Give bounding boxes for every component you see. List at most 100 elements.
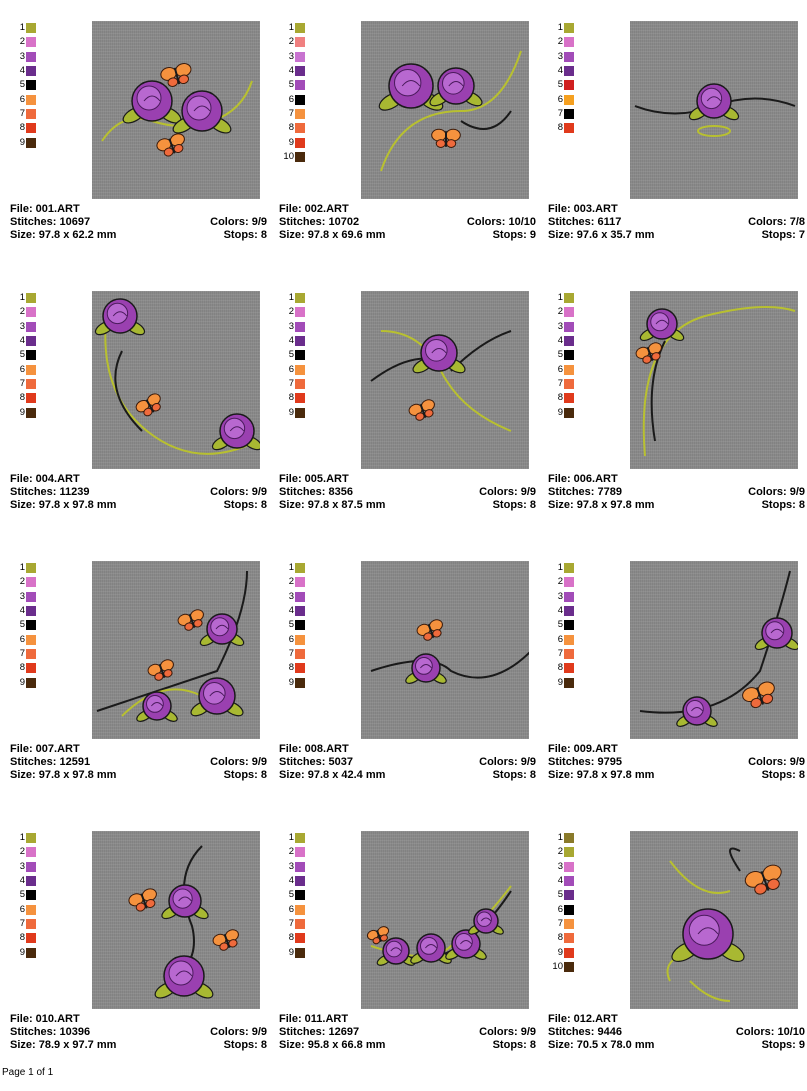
- color-swatch-list: 1 2 3 4 5 6 7 8 9: [548, 291, 574, 420]
- color-swatch-row: 3: [279, 50, 305, 64]
- thread-color-swatch: [295, 23, 305, 34]
- swatch-number: 1: [19, 22, 25, 34]
- thread-color-swatch: [26, 620, 36, 631]
- thread-color-swatch: [295, 407, 305, 418]
- design-card: 1 2 3 4 5 6 7 8 9 File: 007.ART Stitches: 12591 Col…: [10, 561, 270, 821]
- color-swatch-row: 8: [279, 661, 305, 675]
- color-swatch-row: 9: [548, 405, 574, 419]
- swatch-number: 8: [557, 122, 563, 134]
- swatch-number: 9: [288, 676, 294, 688]
- thread-color-swatch: [295, 378, 305, 389]
- swatch-number: 7: [19, 647, 25, 659]
- thread-color-swatch: [564, 378, 574, 389]
- swatch-number: 9: [19, 676, 25, 688]
- color-swatch-list: 1 2 3 4 5 6 7 8 9: [279, 561, 305, 690]
- butterfly-motif: [742, 681, 775, 709]
- color-swatch-row: 3: [279, 320, 305, 334]
- thread-color-swatch: [564, 51, 574, 62]
- color-swatch-row: 9: [279, 135, 305, 149]
- swatch-number: 3: [557, 320, 563, 332]
- thread-color-swatch: [564, 918, 574, 929]
- vine-swirl: [104, 310, 258, 455]
- color-swatch-row: 9: [279, 675, 305, 689]
- swatch-number: 5: [288, 619, 294, 631]
- design-card: 1 2 3 4 5 6 7 8 9 File: 005.ART Stitches: 8356 Colo…: [279, 291, 539, 551]
- color-swatch-list: 1 2 3 4 5 6 7 8 9: [10, 561, 36, 690]
- file-name: File: 009.ART: [548, 743, 618, 755]
- thread-color-swatch: [26, 833, 36, 844]
- thread-color-swatch: [295, 634, 305, 645]
- swatch-number: 2: [19, 846, 25, 858]
- color-swatch-row: 6: [10, 92, 36, 106]
- rose-motif: [172, 90, 232, 134]
- butterfly-motif: [744, 864, 782, 895]
- swatch-number: 7: [557, 917, 563, 929]
- swatch-number: 1: [19, 832, 25, 844]
- thread-color-swatch: [564, 66, 574, 77]
- thread-color-swatch: [564, 634, 574, 645]
- design-info: File: 001.ART Stitches: 10697 Colors: 9/9 S…: [10, 203, 267, 242]
- swatch-number: 1: [288, 292, 294, 304]
- design-size: Size: 97.8 x 97.8 mm: [548, 499, 655, 511]
- swatch-number: 5: [19, 889, 25, 901]
- thread-color-swatch: [295, 620, 305, 631]
- rose-motif: [378, 63, 444, 111]
- color-swatch-row: 1: [10, 291, 36, 305]
- color-count: Colors: 9/9: [748, 756, 805, 768]
- rose-motif: [190, 677, 244, 717]
- stitch-count: Stitches: 12591: [10, 756, 91, 768]
- swatch-number: 9: [19, 136, 25, 148]
- thread-color-swatch: [564, 677, 574, 688]
- design-info: File: 004.ART Stitches: 11239 Colors: 9/9 S…: [10, 473, 267, 512]
- swatch-number: 5: [557, 619, 563, 631]
- swatch-number: 2: [557, 846, 563, 858]
- stitch-count: Stitches: 9446: [548, 1026, 622, 1038]
- design-size: Size: 95.8 x 66.8 mm: [279, 1039, 386, 1051]
- color-count: Colors: 9/9: [210, 486, 267, 498]
- swatch-number: 3: [557, 860, 563, 872]
- swatch-number: 8: [19, 122, 25, 134]
- thread-color-swatch: [26, 23, 36, 34]
- swatch-number: 1: [557, 562, 563, 574]
- swatch-number: 8: [288, 122, 294, 134]
- swatch-number: 6: [288, 363, 294, 375]
- color-swatch-row: 6: [279, 362, 305, 376]
- thread-color-swatch: [26, 94, 36, 105]
- stitch-count: Stitches: 9795: [548, 756, 622, 768]
- color-swatch-row: 4: [548, 874, 574, 888]
- butterfly-motif: [156, 133, 185, 157]
- swatch-number: 2: [19, 36, 25, 48]
- swatch-number: 2: [557, 576, 563, 588]
- thread-color-swatch: [26, 648, 36, 659]
- thread-color-swatch: [295, 563, 305, 574]
- thread-color-swatch: [295, 876, 305, 887]
- color-swatch-row: 9: [279, 945, 305, 959]
- embroidery-artwork: [128, 845, 239, 999]
- color-swatch-row: 4: [548, 604, 574, 618]
- swatch-number: 4: [557, 875, 563, 887]
- color-count: Colors: 9/9: [210, 756, 267, 768]
- color-swatch-row: 3: [548, 860, 574, 874]
- swatch-number: 10: [552, 960, 563, 972]
- design-info: File: 003.ART Stitches: 6117 Colors: 7/8 Si…: [548, 203, 805, 242]
- color-swatch-row: 5: [548, 888, 574, 902]
- design-card: 1 2 3 4 5 6 7 8 9 File: 006.ART Stitches: 7789 Colo…: [548, 291, 807, 551]
- swatch-number: 7: [557, 377, 563, 389]
- color-swatch-row: 3: [10, 320, 36, 334]
- color-swatch-row: 9: [548, 675, 574, 689]
- embroidery-artwork: [639, 570, 798, 727]
- design-card: 1 2 3 4 5 6 7 8 9 File: 008.ART Stitches: 5037 Colo…: [279, 561, 539, 821]
- swatch-number: 6: [19, 93, 25, 105]
- rose-motif: [376, 937, 416, 966]
- thread-color-swatch: [26, 80, 36, 91]
- rose-motif: [676, 696, 718, 727]
- stitch-count: Stitches: 6117: [548, 216, 622, 228]
- thread-color-swatch: [26, 918, 36, 929]
- color-swatch-row: 5: [548, 618, 574, 632]
- file-name: File: 011.ART: [279, 1013, 349, 1025]
- color-swatch-row: 8: [548, 661, 574, 675]
- swatch-number: 9: [288, 406, 294, 418]
- thread-color-swatch: [295, 51, 305, 62]
- color-swatch-row: 9: [10, 675, 36, 689]
- swatch-number: 3: [288, 320, 294, 332]
